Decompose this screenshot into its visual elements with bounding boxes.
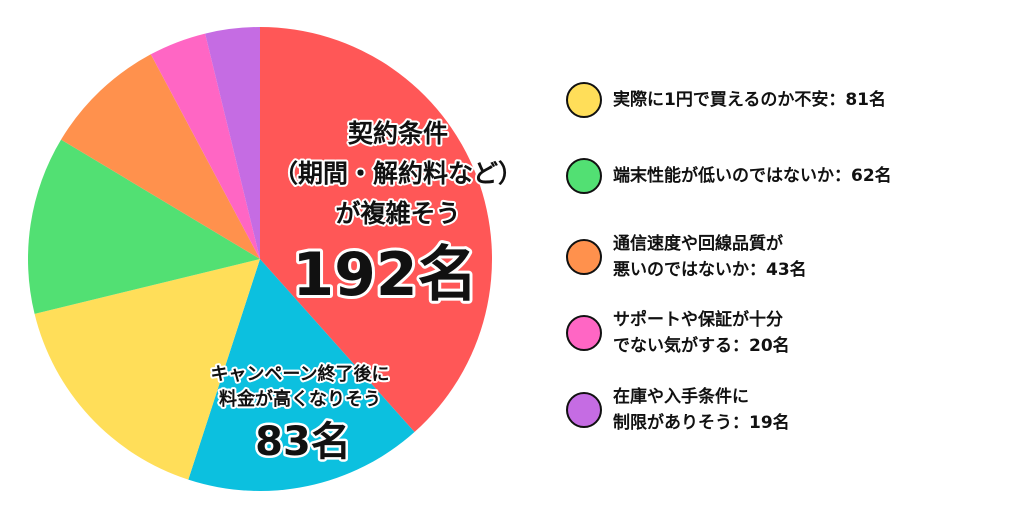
legend-item-performance: 端末性能が低いのではないか：62名 (566, 158, 892, 194)
pie-slice-1 (188, 259, 415, 491)
slice-label-campaign-line1: キャンペーン終了後に (210, 363, 389, 385)
legend-label: 実際に1円で買えるのか不安：81名 (613, 90, 886, 110)
slice-value-campaign: 83名 (255, 419, 351, 465)
pie-slice-0 (260, 27, 492, 433)
slice-label-contract-line1: 契約条件 (348, 119, 448, 148)
legend-swatch (566, 158, 602, 194)
legend-swatch (566, 239, 602, 275)
legend-label: 端末性能が低いのではないか：62名 (613, 166, 892, 186)
pie-slice-2 (34, 259, 260, 480)
slice-label-contract-line3: が複雑そう (335, 199, 460, 228)
legend-swatch (566, 392, 602, 428)
pie-slice-5 (150, 33, 260, 259)
legend-item-1yen: 実際に1円で買えるのか不安：81名 (566, 82, 886, 118)
pie-slice-4 (61, 54, 260, 259)
slice-label-contract-line2: （期間・解約料など） (273, 159, 523, 188)
legend-item-speed: 通信速度や回線品質が 悪いのではないか：43名 (566, 231, 807, 283)
legend-swatch (566, 82, 602, 118)
slice-label-campaign-line2: 料金が高くなりそう (219, 388, 381, 410)
legend-item-stock: 在庫や入手条件に 制限がありそう：19名 (566, 384, 790, 436)
slice-value-contract: 192名 (292, 240, 477, 310)
pie-slice-6 (205, 27, 260, 259)
legend-item-support: サポートや保証が十分 でない気がする：20名 (566, 307, 790, 359)
pie-slice-3 (27, 139, 261, 314)
legend-swatch (566, 315, 602, 351)
legend-label: 在庫や入手条件に 制限がありそう：19名 (613, 387, 790, 433)
legend-label: 通信速度や回線品質が 悪いのではないか：43名 (613, 234, 807, 280)
pie-chart: 契約条件 （期間・解約料など） が複雑そう 192名 キャンペーン終了後に 料金… (27, 27, 525, 491)
legend-label: サポートや保証が十分 でない気がする：20名 (613, 310, 790, 356)
